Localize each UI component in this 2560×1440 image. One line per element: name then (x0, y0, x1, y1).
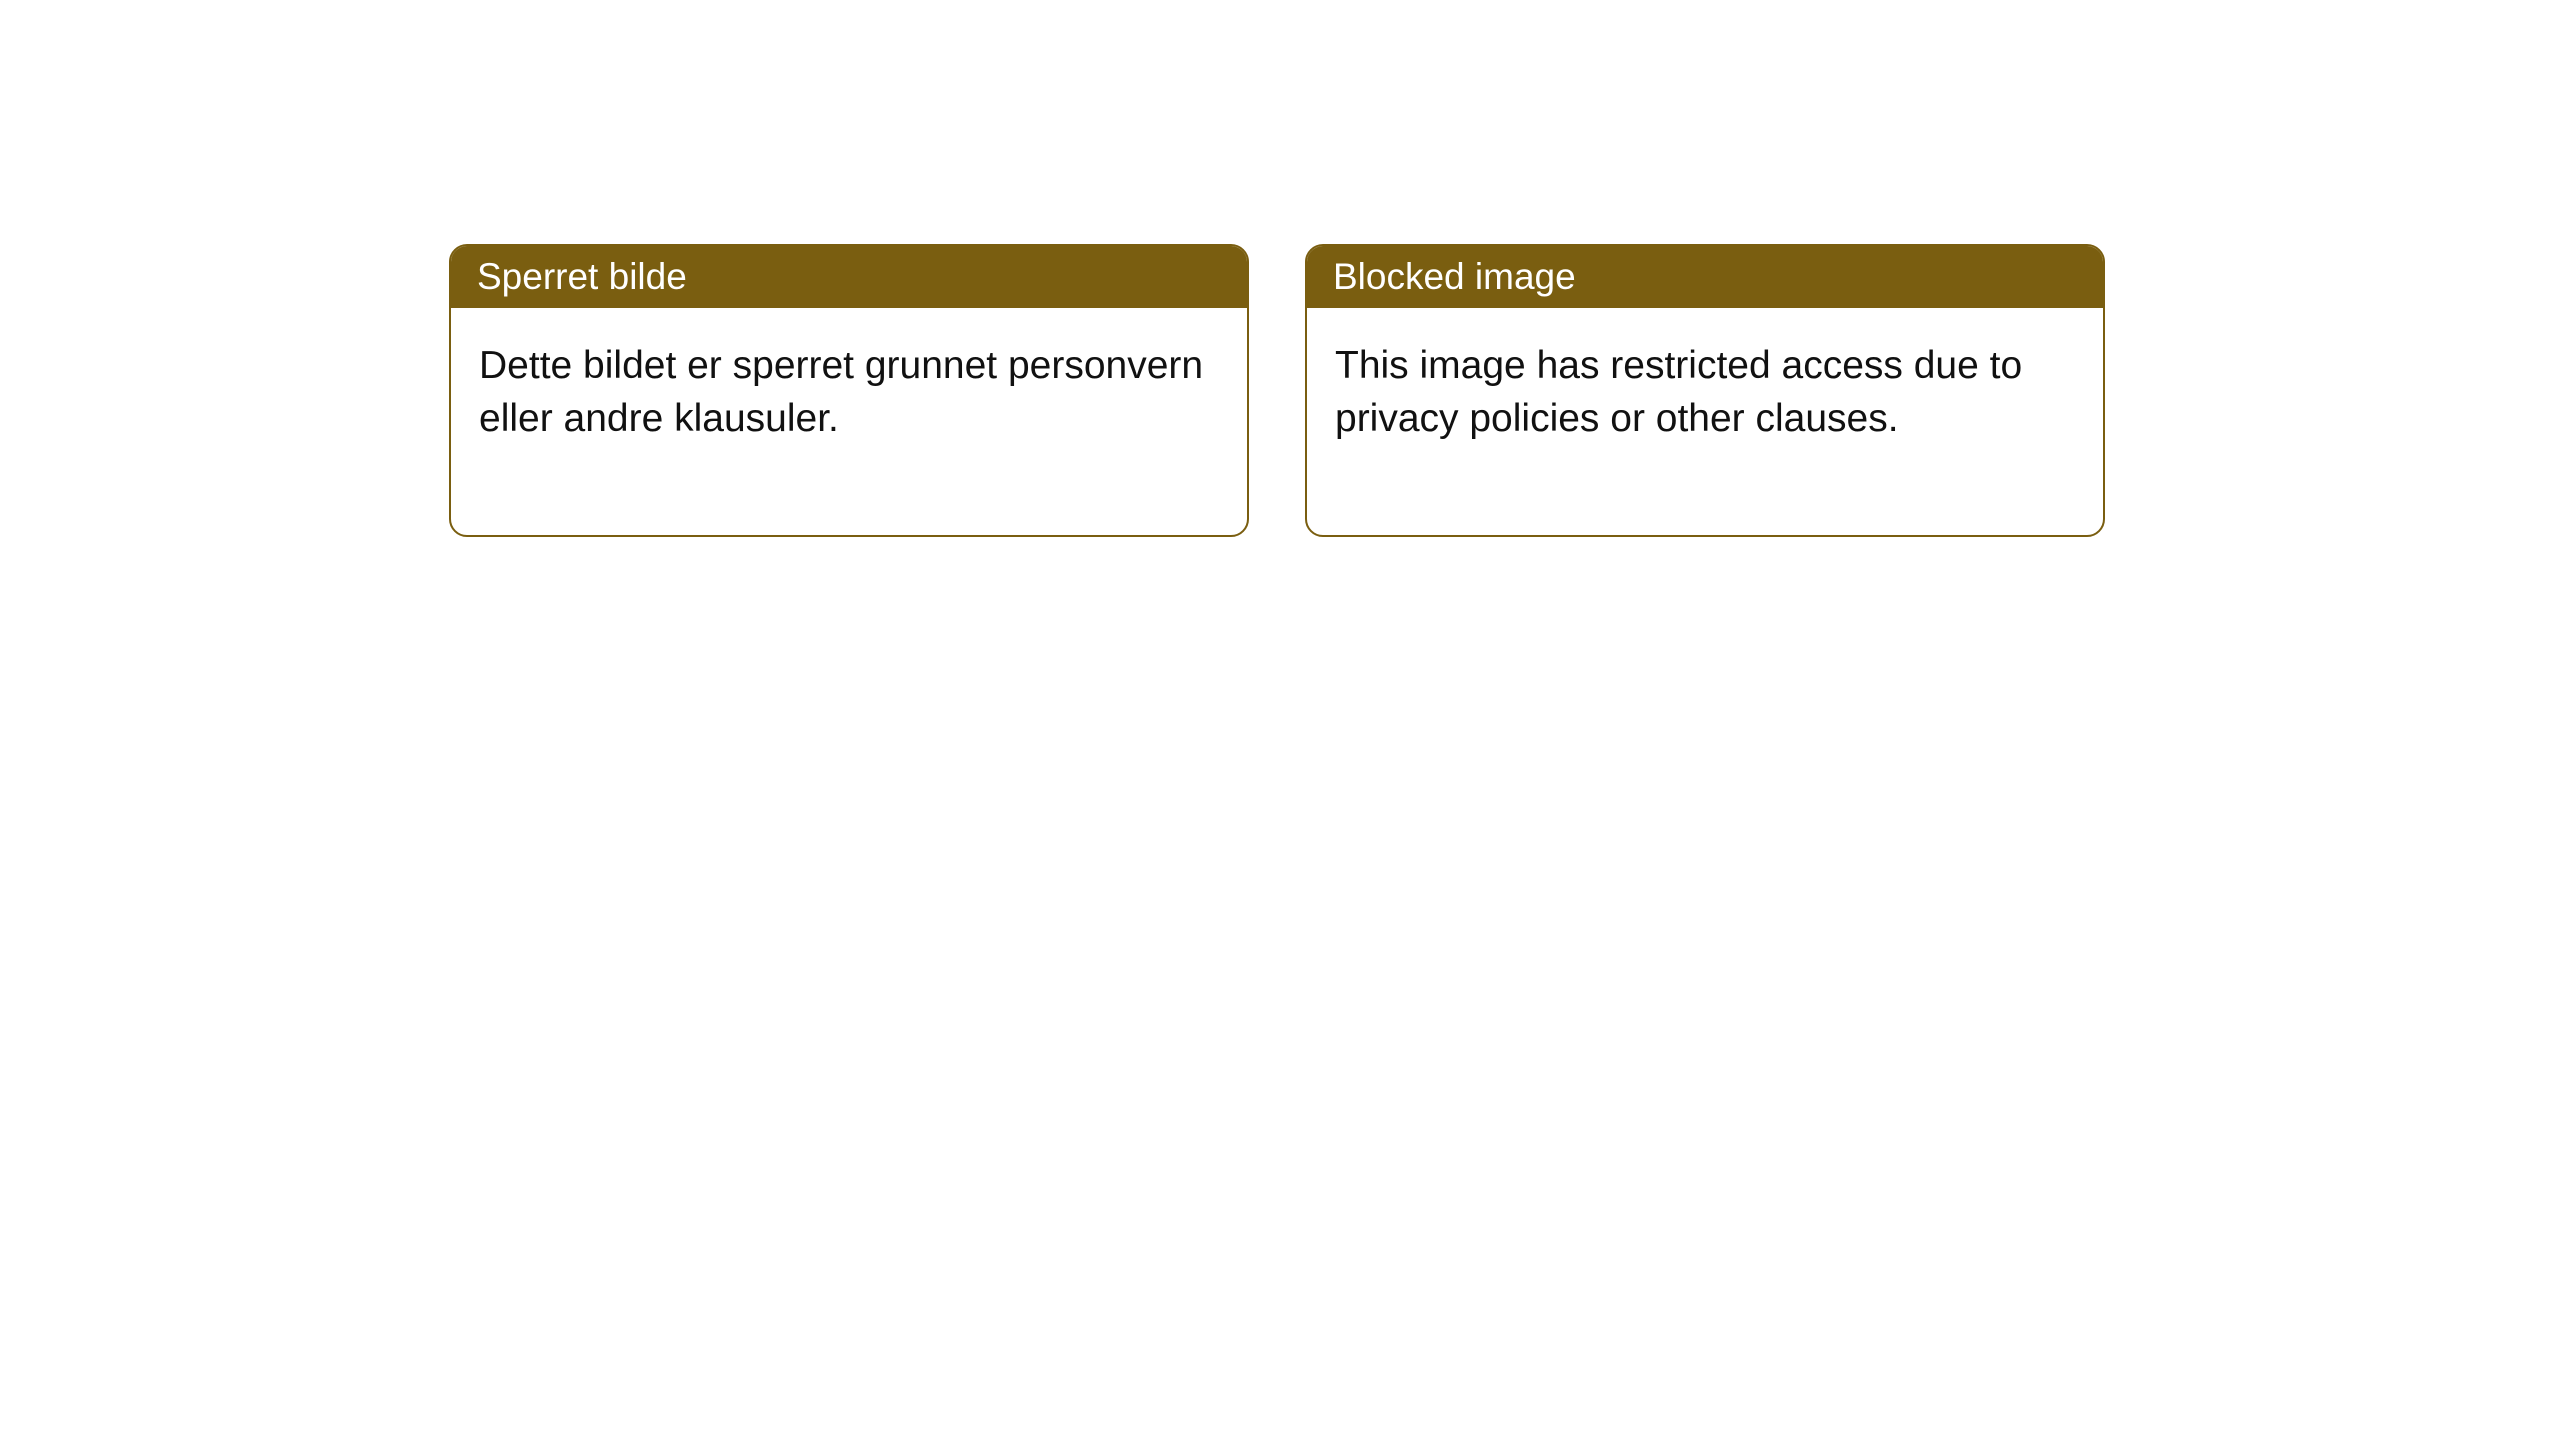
notice-body-text: This image has restricted access due to … (1335, 344, 2022, 440)
notice-card-norwegian: Sperret bilde Dette bildet er sperret gr… (449, 244, 1249, 537)
notice-title: Sperret bilde (477, 256, 687, 297)
notice-card-english: Blocked image This image has restricted … (1305, 244, 2105, 537)
notice-card-body: Dette bildet er sperret grunnet personve… (451, 308, 1247, 535)
notice-title: Blocked image (1333, 256, 1576, 297)
notice-container: Sperret bilde Dette bildet er sperret gr… (449, 244, 2105, 537)
notice-body-text: Dette bildet er sperret grunnet personve… (479, 344, 1203, 440)
notice-card-header: Blocked image (1307, 246, 2103, 308)
notice-card-body: This image has restricted access due to … (1307, 308, 2103, 535)
notice-card-header: Sperret bilde (451, 246, 1247, 308)
